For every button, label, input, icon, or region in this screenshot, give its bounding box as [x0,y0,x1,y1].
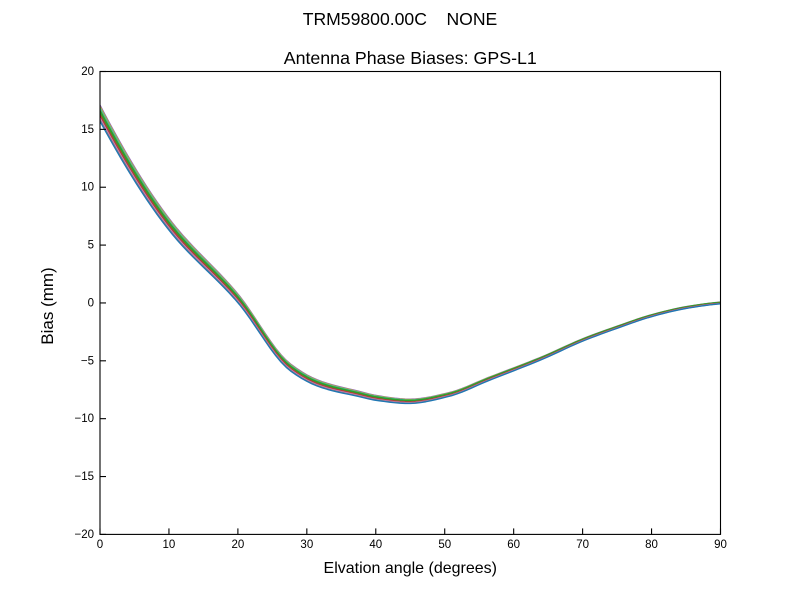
svg-text:5: 5 [88,240,94,252]
svg-text:80: 80 [645,539,658,551]
svg-text:15: 15 [81,124,94,136]
svg-text:10: 10 [163,539,176,551]
svg-text:20: 20 [231,539,244,551]
svg-text:−20: −20 [74,529,94,541]
svg-text:30: 30 [300,539,313,551]
svg-text:90: 90 [714,539,727,551]
svg-text:−10: −10 [74,413,94,425]
svg-text:20: 20 [81,66,94,78]
svg-text:0: 0 [88,297,94,309]
svg-text:0: 0 [97,539,103,551]
svg-text:60: 60 [507,539,520,551]
svg-text:50: 50 [438,539,451,551]
svg-text:70: 70 [576,539,589,551]
svg-text:−5: −5 [81,355,94,367]
svg-text:10: 10 [81,182,94,194]
svg-text:−15: −15 [74,471,94,483]
svg-text:40: 40 [369,539,382,551]
